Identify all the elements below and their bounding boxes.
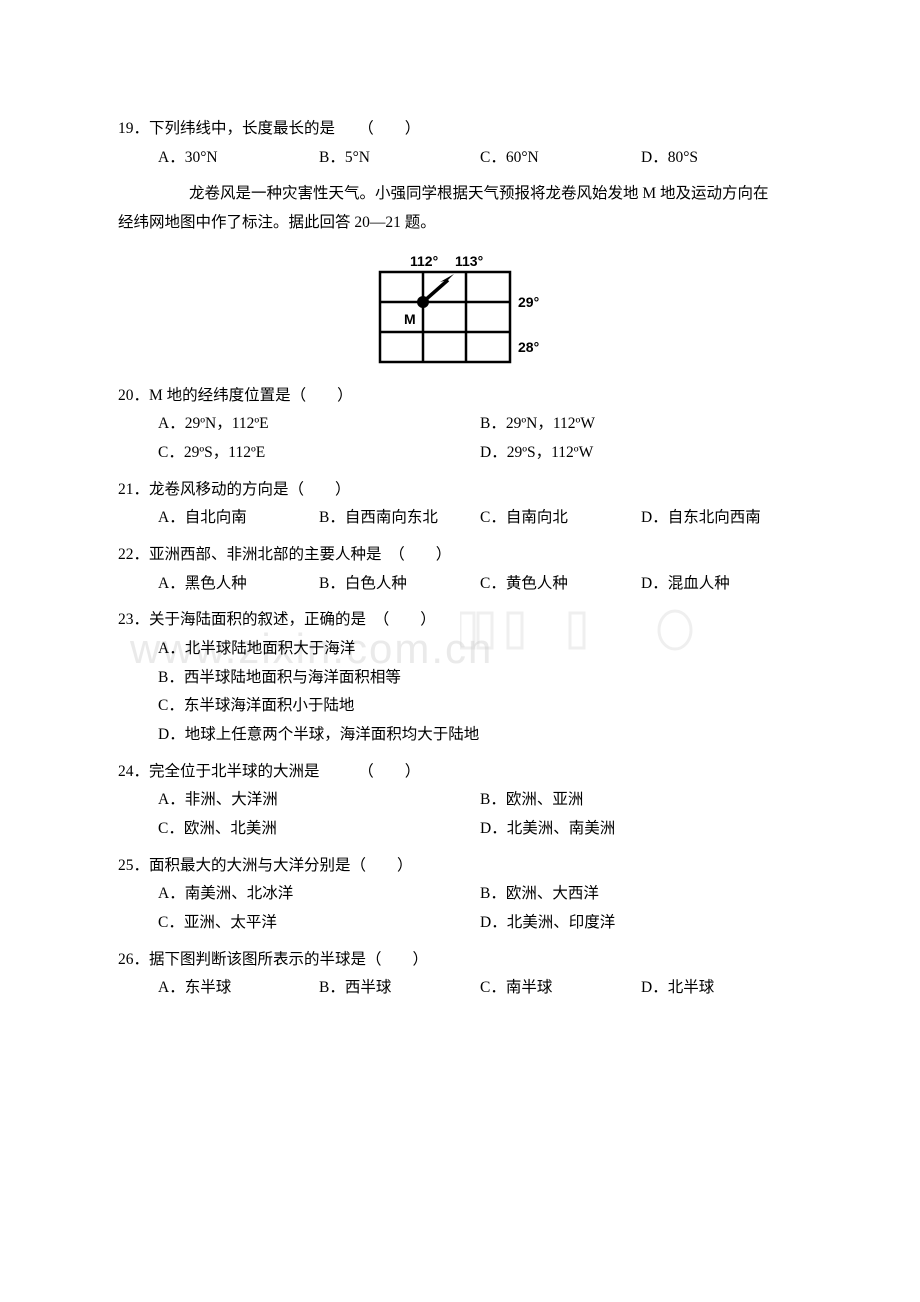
- q21-opt-c: C．自南向北: [480, 504, 641, 533]
- q22-opt-c: C．黄色人种: [480, 570, 641, 599]
- q19-opt-d: D．80°S: [641, 144, 802, 173]
- question-20: 20．M 地的经纬度位置是（ ） A．29ºN，112ºE B．29ºN，112…: [118, 382, 802, 468]
- q20-text: 20．M 地的经纬度位置是（ ）: [118, 382, 802, 411]
- q19-opt-a: A．30°N: [158, 144, 319, 173]
- label-28: 28°: [518, 339, 539, 355]
- label-29: 29°: [518, 294, 539, 310]
- q26-opt-b: B．西半球: [319, 974, 480, 1003]
- q20-opt-a: A．29ºN，112ºE: [158, 410, 480, 439]
- q25-opt-a: A．南美洲、北冰洋: [158, 880, 480, 909]
- q23-text: 23．关于海陆面积的叙述，正确的是 （ ）: [118, 606, 802, 635]
- q21-text: 21．龙卷风移动的方向是（ ）: [118, 476, 802, 505]
- q24-options: A．非洲、大洋洲 B．欧洲、亚洲 C．欧洲、北美洲 D．北美洲、南美洲: [118, 786, 802, 843]
- q22-opt-a: A．黑色人种: [158, 570, 319, 599]
- q22-text: 22．亚洲西部、非洲北部的主要人种是 （ ）: [118, 541, 802, 570]
- q24-opt-a: A．非洲、大洋洲: [158, 786, 480, 815]
- q23-opt-a: A．北半球陆地面积大于海洋: [158, 635, 802, 664]
- q19-text: 19．下列纬线中，长度最长的是 （ ）: [118, 115, 802, 144]
- context-line1: 龙卷风是一种灾害性天气。小强同学根据天气预报将龙卷风始发地 M 地及运动方向在: [118, 180, 802, 209]
- q21-opt-b: B．自西南向东北: [319, 504, 480, 533]
- q26-opt-d: D．北半球: [641, 974, 802, 1003]
- q19-opt-c: C．60°N: [480, 144, 641, 173]
- diagram-container: 112° 113° M 29° 28°: [118, 252, 802, 372]
- question-21: 21．龙卷风移动的方向是（ ） A．自北向南 B．自西南向东北 C．自南向北 D…: [118, 476, 802, 533]
- q20-opt-d: D．29ºS，112ºW: [480, 439, 802, 468]
- question-24: 24．完全位于北半球的大洲是 （ ） A．非洲、大洋洲 B．欧洲、亚洲 C．欧洲…: [118, 758, 802, 844]
- q24-opt-c: C．欧洲、北美洲: [158, 815, 480, 844]
- label-113: 113°: [455, 253, 483, 269]
- q24-opt-d: D．北美洲、南美洲: [480, 815, 802, 844]
- q25-opt-d: D．北美洲、印度洋: [480, 909, 802, 938]
- page-content: 19．下列纬线中，长度最长的是 （ ） A．30°N B．5°N C．60°N …: [118, 115, 802, 1003]
- q22-opt-b: B．白色人种: [319, 570, 480, 599]
- q20-options: A．29ºN，112ºE B．29ºN，112ºW C．29ºS，112ºE D…: [118, 410, 802, 467]
- q25-opt-b: B．欧洲、大西洋: [480, 880, 802, 909]
- q24-text: 24．完全位于北半球的大洲是 （ ）: [118, 758, 802, 787]
- question-19: 19．下列纬线中，长度最长的是 （ ） A．30°N B．5°N C．60°N …: [118, 115, 802, 172]
- q20-opt-c: C．29ºS，112ºE: [158, 439, 480, 468]
- q21-opt-a: A．自北向南: [158, 504, 319, 533]
- q20-opt-b: B．29ºN，112ºW: [480, 410, 802, 439]
- question-26: 26．据下图判断该图所表示的半球是（ ） A．东半球 B．西半球 C．南半球 D…: [118, 946, 802, 1003]
- q26-opt-c: C．南半球: [480, 974, 641, 1003]
- question-23: 23．关于海陆面积的叙述，正确的是 （ ） A．北半球陆地面积大于海洋 B．西半…: [118, 606, 802, 749]
- q21-opt-d: D．自东北向西南: [641, 504, 802, 533]
- q25-text: 25．面积最大的大洲与大洋分别是（ ）: [118, 852, 802, 881]
- context-line2: 经纬网地图中作了标注。据此回答 20—21 题。: [118, 209, 802, 238]
- question-22: 22．亚洲西部、非洲北部的主要人种是 （ ） A．黑色人种 B．白色人种 C．黄…: [118, 541, 802, 598]
- q25-options: A．南美洲、北冰洋 B．欧洲、大西洋 C．亚洲、太平洋 D．北美洲、印度洋: [118, 880, 802, 937]
- grid-diagram: 112° 113° M 29° 28°: [370, 252, 550, 372]
- label-112: 112°: [410, 253, 438, 269]
- q22-options: A．黑色人种 B．白色人种 C．黄色人种 D．混血人种: [118, 570, 802, 599]
- q23-options: A．北半球陆地面积大于海洋 B．西半球陆地面积与海洋面积相等 C．东半球海洋面积…: [118, 635, 802, 750]
- q23-opt-c: C．东半球海洋面积小于陆地: [158, 692, 802, 721]
- q26-options: A．东半球 B．西半球 C．南半球 D．北半球: [118, 974, 802, 1003]
- label-m: M: [404, 311, 416, 327]
- q26-text: 26．据下图判断该图所表示的半球是（ ）: [118, 946, 802, 975]
- q26-opt-a: A．东半球: [158, 974, 319, 1003]
- question-25: 25．面积最大的大洲与大洋分别是（ ） A．南美洲、北冰洋 B．欧洲、大西洋 C…: [118, 852, 802, 938]
- q25-opt-c: C．亚洲、太平洋: [158, 909, 480, 938]
- q19-opt-b: B．5°N: [319, 144, 480, 173]
- q22-opt-d: D．混血人种: [641, 570, 802, 599]
- q19-options: A．30°N B．5°N C．60°N D．80°S: [118, 144, 802, 173]
- q23-opt-b: B．西半球陆地面积与海洋面积相等: [158, 664, 802, 693]
- q21-options: A．自北向南 B．自西南向东北 C．自南向北 D．自东北向西南: [118, 504, 802, 533]
- q23-opt-d: D．地球上任意两个半球，海洋面积均大于陆地: [158, 721, 802, 750]
- q24-opt-b: B．欧洲、亚洲: [480, 786, 802, 815]
